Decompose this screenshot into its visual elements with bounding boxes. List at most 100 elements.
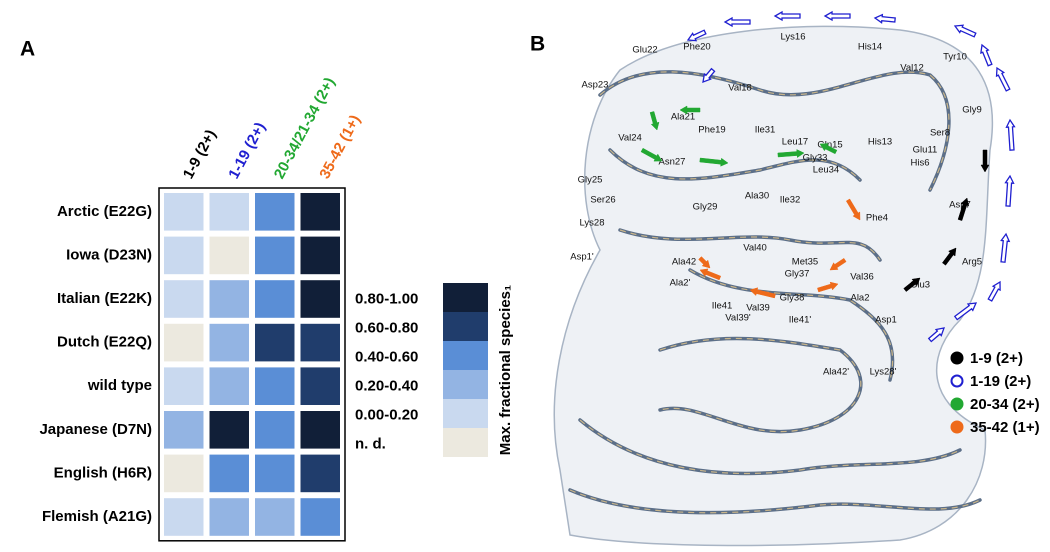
residue-label: Ile32 [780, 195, 801, 206]
legend-marker [950, 420, 964, 434]
panel-label: A [20, 38, 35, 61]
arrow [845, 198, 861, 221]
row-label: English (H6R) [54, 464, 152, 481]
arrow [819, 143, 838, 155]
arrow [698, 256, 711, 269]
heatmap-cell [255, 193, 295, 231]
residue-label: Ser26 [590, 195, 615, 206]
residue-label: Glu22 [632, 45, 657, 56]
arrow [699, 157, 729, 167]
residue-label: Lys28 [580, 218, 605, 229]
backbone-highlight [689, 269, 894, 381]
arrow [699, 268, 722, 281]
residue-label: Asp23 [582, 80, 609, 91]
column-label: 1-19 (2+) [225, 120, 269, 182]
heatmap-cell [255, 454, 295, 493]
residue-label: Gly29 [693, 202, 718, 213]
heatmap-cell [164, 454, 204, 493]
arrow [903, 277, 921, 292]
residue-label: Ile41 [712, 301, 733, 312]
heatmap-cell [300, 454, 340, 493]
legend-label: 20-34 (2+) [970, 396, 1040, 413]
heatmap-cell [255, 280, 295, 318]
arrow [987, 280, 1001, 302]
residue-label: Arg5 [962, 257, 982, 268]
legend-marker [950, 351, 964, 365]
residue-label: Gln15 [817, 140, 842, 151]
heatmap-cell [300, 498, 340, 536]
residue-label: His6 [910, 158, 929, 169]
heatmap-cell [164, 367, 204, 405]
backbone-highlight [599, 71, 950, 191]
arrow [640, 147, 663, 162]
arrow [817, 281, 839, 293]
residue-label: Lys28' [870, 367, 897, 378]
heatmap-cell [209, 323, 249, 362]
residue-label: Asp1 [875, 315, 897, 326]
arrow [1000, 232, 1011, 263]
residue-label: Ile31 [755, 125, 776, 136]
arrow [942, 247, 957, 266]
column-label: 35-42 (1+) [316, 112, 364, 181]
arrow [953, 302, 978, 321]
heatmap-cell [164, 236, 204, 275]
arrow [777, 149, 805, 158]
residue-label: Ala42' [823, 367, 849, 378]
legend-swatch [443, 312, 488, 341]
row-label: Italian (E22K) [57, 290, 152, 307]
residue-label: His14 [858, 42, 882, 53]
residue-label: Glu11 [913, 145, 938, 156]
legend-swatch [443, 428, 488, 457]
panel-label: B [530, 33, 545, 56]
arrow [873, 13, 896, 24]
legend-label: 1-9 (2+) [970, 350, 1023, 367]
heatmap-cell [300, 367, 340, 405]
heatmap-cell [255, 411, 295, 449]
heatmap-cell [209, 193, 249, 231]
residue-label: Phe4 [866, 213, 888, 224]
heatmap-cell [209, 411, 249, 449]
arrow [1005, 118, 1016, 151]
row-label: wild type [87, 377, 152, 394]
legend-label: 1-19 (2+) [970, 373, 1031, 390]
residue-label: Ala42 [672, 257, 696, 268]
legend-label: 0.20-0.40 [355, 377, 418, 394]
row-label: Dutch (E22Q) [57, 334, 152, 351]
heatmap-cell [209, 367, 249, 405]
residue-label: Gly25 [578, 175, 603, 186]
residue-label: Gly9 [962, 105, 982, 116]
legend-label: 0.60-0.80 [355, 319, 418, 336]
legend-marker [950, 397, 964, 411]
heatmap-cell [209, 454, 249, 493]
arrow [649, 111, 660, 131]
residue-label: Leu17 [782, 137, 808, 148]
arrow [953, 24, 977, 38]
heatmap-cell [255, 236, 295, 275]
residue-label: Val18 [728, 83, 752, 94]
arrow [773, 10, 801, 22]
heatmap-cell [300, 193, 340, 231]
arrow [749, 287, 776, 299]
backbone-highlight [609, 149, 861, 181]
residue-label: Gly33 [803, 153, 828, 164]
backbone-highlight [579, 419, 961, 475]
heatmap-cell [209, 280, 249, 318]
row-label: Japanese (D7N) [39, 421, 152, 438]
heatmap-cell [300, 280, 340, 318]
residue-label: Ala21 [671, 112, 695, 123]
density-map [553, 25, 994, 547]
heatmap-cell [300, 323, 340, 362]
legend-label: 0.80-1.00 [355, 290, 418, 307]
residue-label: Gly38 [780, 293, 805, 304]
residue-label: Met35 [792, 257, 818, 268]
backbone-highlight [659, 337, 862, 433]
legend-swatch [443, 341, 488, 370]
heatmap-cell [164, 280, 204, 318]
row-label: Flemish (A21G) [42, 508, 152, 525]
residue-label: Asn27 [659, 157, 686, 168]
heatmap-cell [164, 323, 204, 362]
residue-label: Val39' [725, 313, 751, 324]
residue-label: Val39 [746, 303, 770, 314]
residue-label: Gly37 [785, 269, 810, 280]
